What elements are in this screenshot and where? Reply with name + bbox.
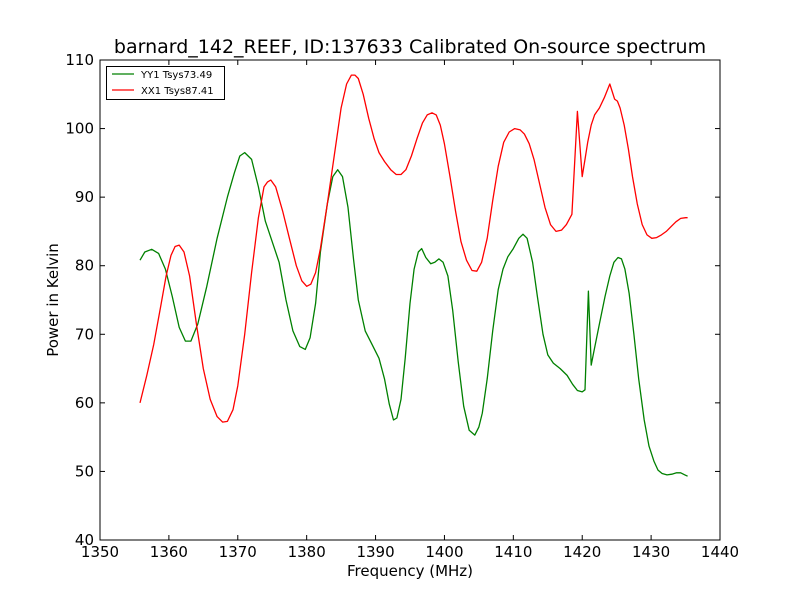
legend-box [106,66,225,100]
y-tick-label: 80 [75,257,94,275]
x-tick-label: 1430 [632,543,670,561]
y-axis: 40 50 60 70 80 90 100 110 [65,51,720,549]
x-tick-label: 1350 [81,543,119,561]
y-tick-label: 110 [65,51,94,69]
legend-label-xx1: XX1 Tsys87.41 [141,86,214,97]
x-tick-label: 1380 [288,543,326,561]
series-layer [139,74,688,477]
x-tick-label: 1420 [563,543,601,561]
x-tick-label: 1370 [219,543,257,561]
series-line-xx1 [139,74,688,423]
y-axis-label: Power in Kelvin [44,243,62,357]
x-tick-label: 1390 [356,543,394,561]
y-tick-label: 40 [75,531,94,549]
plot-area [99,59,721,541]
y-tick-label: 100 [65,120,94,138]
y-tick-label: 60 [75,394,94,412]
legend-label-yy1: YY1 Tsys73.49 [140,70,212,81]
y-tick-label: 50 [75,462,94,480]
y-tick-label: 70 [75,325,94,343]
chart-title: barnard_142_REEF, ID:137633 Calibrated O… [114,36,706,58]
plot-frame [99,59,721,541]
x-tick-label: 1410 [494,543,532,561]
x-axis: 1350 1360 1370 1380 1390 1400 1410 1420 1430 1440 [81,60,739,561]
legend: YY1 Tsys73.49 XX1 Tsys87.41 [106,66,225,100]
x-tick-label: 1440 [701,543,739,561]
y-tick-label: 90 [75,188,94,206]
x-tick-label: 1360 [150,543,188,561]
series-line-yy1 [139,151,688,477]
x-axis-label: Frequency (MHz) [347,562,473,580]
x-tick-label: 1400 [425,543,463,561]
